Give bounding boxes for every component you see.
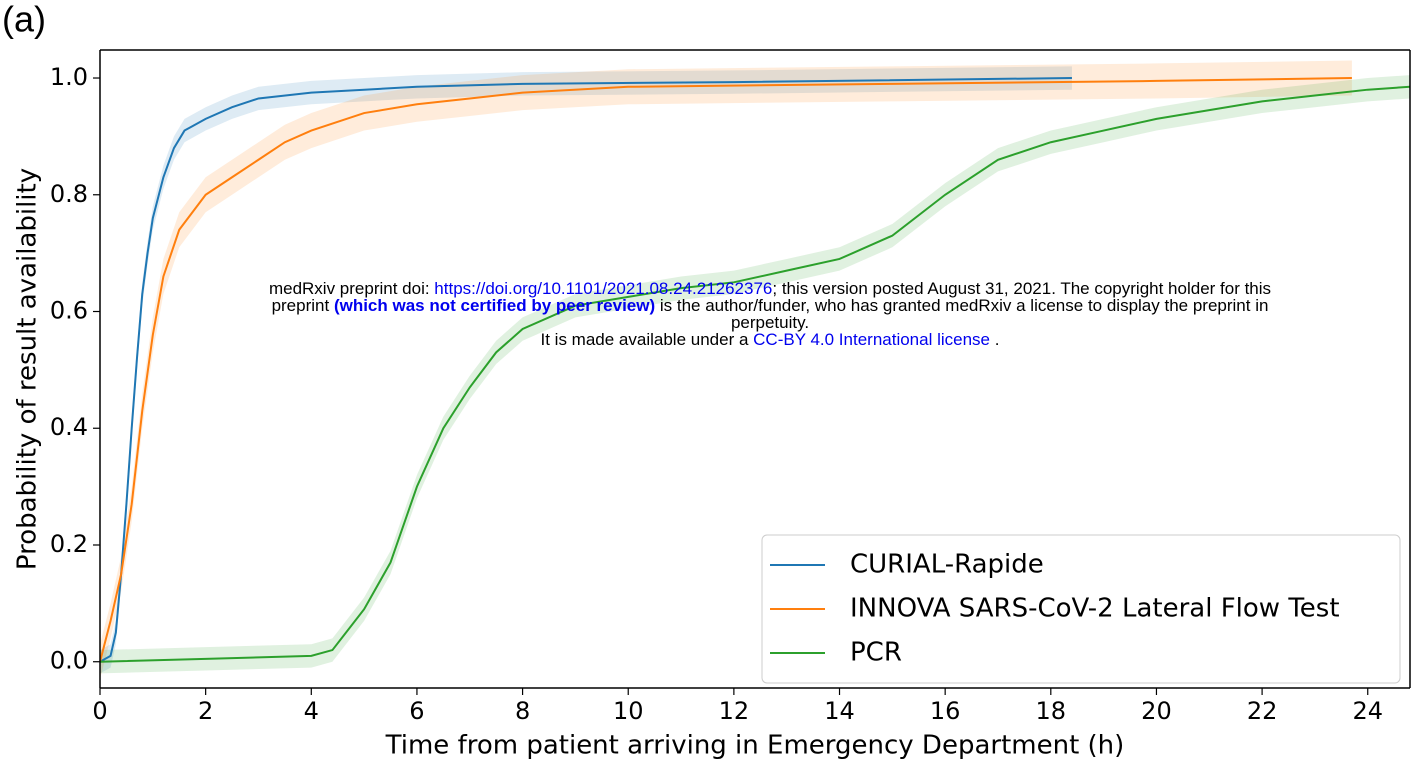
x-tick-label: 24 [1352,697,1383,725]
y-axis-label: Probability of result availability [13,168,43,570]
watermark-text: https://doi.org/10.1101/2021.08.24.21262… [434,279,772,298]
y-tick-label: 0.8 [50,180,88,208]
x-tick-label: 8 [515,697,530,725]
x-tick-label: 20 [1141,697,1172,725]
watermark-text: perpetuity. [731,313,809,332]
legend-box [761,534,1401,684]
x-tick-label: 6 [409,697,424,725]
x-tick-label: 18 [1036,697,1067,725]
panel-label: (a) [2,0,46,40]
y-tick-label: 0.4 [50,413,88,441]
y-tick-label: 0.2 [50,530,88,558]
x-tick-label: 10 [613,697,644,725]
x-tick-label: 16 [930,697,961,725]
y-tick-label: 0.0 [50,647,88,675]
watermark-text: ; this version posted August 31, 2021. T… [772,279,1271,298]
confidence-band [100,66,1072,674]
x-tick-label: 14 [824,697,855,725]
legend-label: INNOVA SARS-CoV-2 Lateral Flow Test [850,594,1340,624]
watermark-line: It is made available under a CC-BY 4.0 I… [541,330,1000,349]
y-tick-label: 0.6 [50,297,88,325]
watermark-text: (which was not certified by peer review) [334,296,655,315]
x-tick-label: 2 [198,697,213,725]
legend-label: PCR [850,638,902,668]
line [100,85,1410,663]
legend-label: CURIAL-Rapide [850,550,1044,580]
line [100,77,1072,663]
watermark-text: CC-BY 4.0 International license [753,330,990,349]
x-axis-label: Time from patient arriving in Emergency … [385,731,1125,761]
watermark-text: It is made available under a [541,330,754,349]
x-tick-label: 0 [92,697,107,725]
plot-area [100,60,1410,680]
x-tick-label: 4 [304,697,319,725]
x-tick-label: 12 [719,697,750,725]
watermark-line: medRxiv preprint doi: https://doi.org/10… [269,279,1271,298]
y-tick-label: 1.0 [50,63,88,91]
watermark-text: preprint [272,296,334,315]
watermark-text: medRxiv preprint doi: [269,279,434,298]
watermark-text: is the author/funder, who has granted me… [655,296,1268,315]
watermark-line: perpetuity. [731,313,809,332]
watermark-text: . [990,330,999,349]
x-tick-label: 22 [1247,697,1278,725]
line [100,77,1352,662]
watermark-line: preprint (which was not certified by pee… [272,296,1269,315]
